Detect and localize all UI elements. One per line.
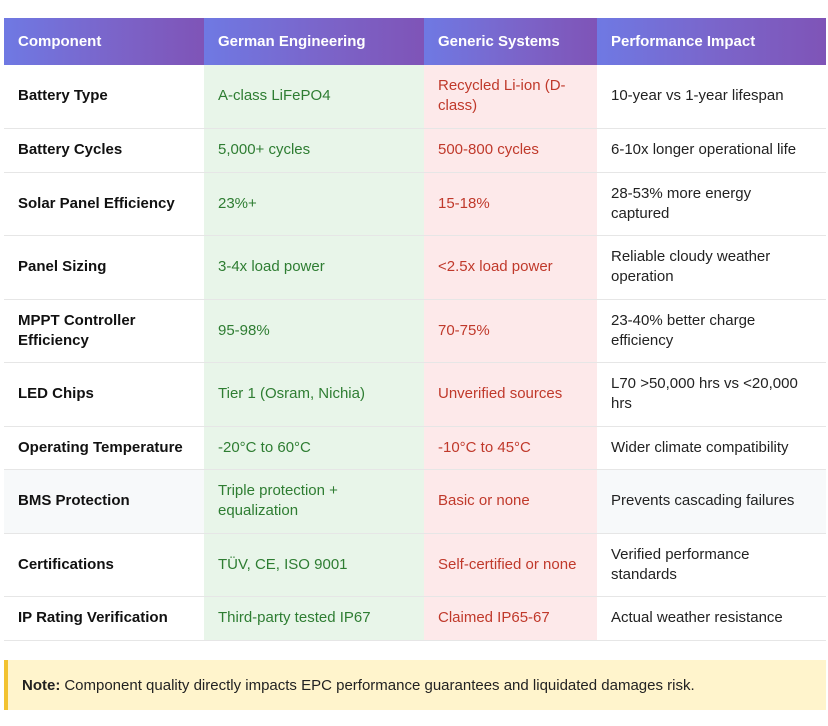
impact-cell: Wider climate compatibility [597, 426, 826, 470]
generic-cell: Unverified sources [424, 362, 597, 427]
generic-cell: Recycled Li-ion (D-class) [424, 65, 597, 129]
comparison-table: Component German Engineering Generic Sys… [4, 18, 826, 641]
german-cell: Third-party tested IP67 [204, 596, 424, 641]
table-row: IP Rating Verification Third-party teste… [4, 596, 826, 641]
component-cell: Panel Sizing [4, 235, 204, 300]
component-cell: IP Rating Verification [4, 596, 204, 641]
table-row: LED Chips Tier 1 (Osram, Nichia) Unverif… [4, 362, 826, 427]
impact-cell: 10-year vs 1-year lifespan [597, 65, 826, 129]
component-cell: Operating Temperature [4, 426, 204, 470]
table-row: Battery Cycles 5,000+ cycles 500-800 cyc… [4, 128, 826, 173]
generic-cell: <2.5x load power [424, 235, 597, 300]
component-cell: LED Chips [4, 362, 204, 427]
table-row: Panel Sizing 3-4x load power <2.5x load … [4, 235, 826, 300]
german-cell: -20°C to 60°C [204, 426, 424, 470]
header-german-engineering: German Engineering [204, 18, 424, 65]
impact-cell: 28-53% more energy captured [597, 172, 826, 236]
component-cell: Battery Cycles [4, 128, 204, 173]
note-label: Note: [22, 676, 61, 694]
impact-cell: L70 >50,000 hrs vs <20,000 hrs [597, 362, 826, 427]
component-cell: Battery Type [4, 65, 204, 129]
generic-cell: 500-800 cycles [424, 128, 597, 173]
german-cell: TÜV, CE, ISO 9001 [204, 533, 424, 597]
german-cell: 23%+ [204, 172, 424, 236]
table-header-row: Component German Engineering Generic Sys… [4, 18, 826, 65]
table-row: Solar Panel Efficiency 23%+ 15-18% 28-53… [4, 172, 826, 236]
impact-cell: Actual weather resistance [597, 596, 826, 641]
table-row: Battery Type A-class LiFePO4 Recycled Li… [4, 65, 826, 129]
table-row: BMS Protection Triple protection + equal… [4, 469, 826, 534]
component-cell: BMS Protection [4, 469, 204, 534]
note-callout: Note: Component quality directly impacts… [4, 660, 826, 710]
german-cell: Triple protection + equalization [204, 469, 424, 534]
table-row: MPPT Controller Efficiency 95-98% 70-75%… [4, 299, 826, 363]
impact-cell: 23-40% better charge efficiency [597, 299, 826, 363]
german-cell: 95-98% [204, 299, 424, 363]
generic-cell: 70-75% [424, 299, 597, 363]
generic-cell: Self-certified or none [424, 533, 597, 597]
component-cell: MPPT Controller Efficiency [4, 299, 204, 363]
impact-cell: Prevents cascading failures [597, 469, 826, 534]
impact-cell: Verified performance standards [597, 533, 826, 597]
generic-cell: -10°C to 45°C [424, 426, 597, 470]
german-cell: A-class LiFePO4 [204, 65, 424, 129]
generic-cell: Basic or none [424, 469, 597, 534]
generic-cell: Claimed IP65-67 [424, 596, 597, 641]
impact-cell: Reliable cloudy weather operation [597, 235, 826, 300]
impact-cell: 6-10x longer operational life [597, 128, 826, 173]
german-cell: 3-4x load power [204, 235, 424, 300]
header-component: Component [4, 18, 204, 65]
header-generic-systems: Generic Systems [424, 18, 597, 65]
german-cell: Tier 1 (Osram, Nichia) [204, 362, 424, 427]
component-cell: Certifications [4, 533, 204, 597]
generic-cell: 15-18% [424, 172, 597, 236]
german-cell: 5,000+ cycles [204, 128, 424, 173]
header-performance-impact: Performance Impact [597, 18, 826, 65]
note-text: Component quality directly impacts EPC p… [64, 676, 695, 694]
table-row: Certifications TÜV, CE, ISO 9001 Self-ce… [4, 533, 826, 597]
table-row: Operating Temperature -20°C to 60°C -10°… [4, 426, 826, 470]
component-cell: Solar Panel Efficiency [4, 172, 204, 236]
